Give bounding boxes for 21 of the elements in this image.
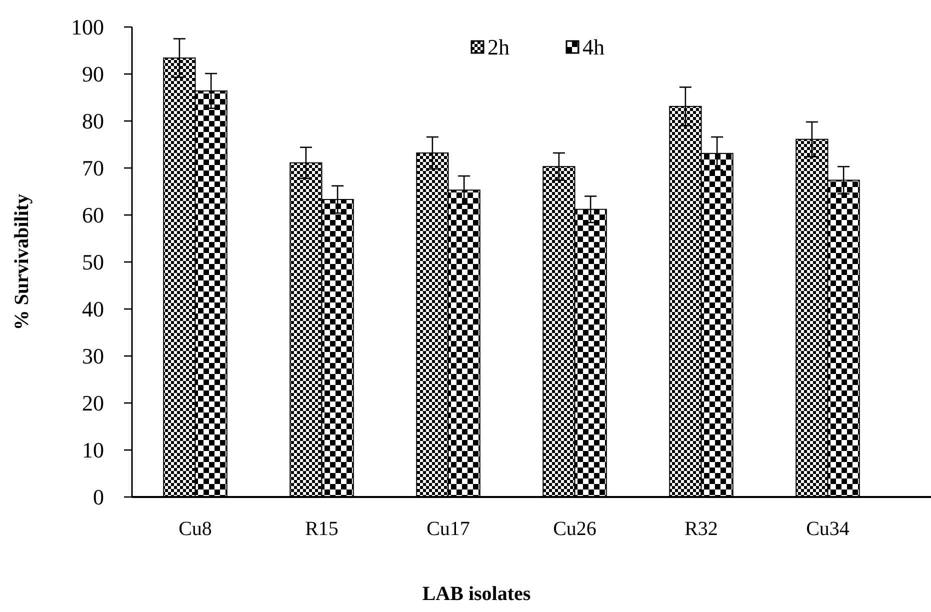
legend-label: 2h — [488, 34, 510, 60]
y-tick-label: 30 — [82, 344, 104, 369]
y-tick-label: 90 — [82, 62, 104, 87]
y-tick-label: 50 — [82, 250, 104, 275]
y-tick-label: 80 — [82, 108, 104, 134]
y-tick-label: 20 — [82, 390, 104, 416]
x-tick-label: Cu8 — [178, 518, 212, 540]
y-tick-label: 0 — [93, 484, 104, 510]
legend-label: 4h — [582, 34, 604, 60]
x-tick-label: Cu17 — [426, 518, 470, 540]
y-axis-title: % Survivability — [11, 194, 33, 330]
x-tick-label: Cu26 — [553, 518, 596, 540]
y-tick-label: 10 — [82, 438, 104, 463]
y-tick-label: 70 — [82, 156, 104, 181]
y-tick-label: 100 — [71, 14, 104, 40]
y-tick-label: 60 — [82, 202, 104, 228]
y-tick-label: 40 — [82, 296, 104, 322]
x-tick-label: R32 — [684, 518, 718, 540]
x-axis-title: LAB isolates — [422, 583, 531, 605]
x-tick-label: R15 — [305, 518, 338, 540]
x-tick-label: Cu34 — [806, 518, 850, 540]
